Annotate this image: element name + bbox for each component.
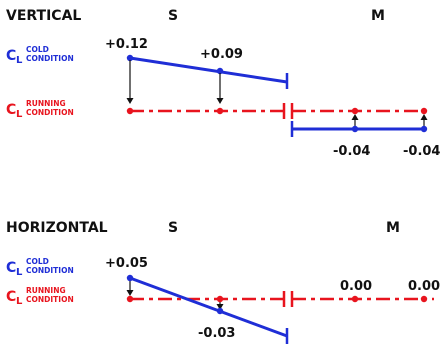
vertical-running-point [351, 107, 359, 115]
vertical-value-cold-1: +0.12 [105, 37, 148, 52]
vertical-cold-point [351, 125, 359, 133]
legend-run-bottom: CONDITION [26, 108, 74, 117]
vertical-running-point [420, 107, 428, 115]
arrow-head [126, 290, 134, 296]
legend-l-subscript: L [16, 296, 23, 307]
legend-cold-top: COLD [26, 45, 49, 54]
legend-l-subscript: L [16, 109, 23, 120]
legend-cold-bottom: CONDITION [26, 54, 74, 63]
legend-c-letter: C [6, 260, 16, 276]
legend-run-top: RUNNING [26, 99, 66, 108]
legend-run-bottom: CONDITION [26, 295, 74, 304]
horizontal-title: HORIZONTAL [6, 220, 108, 236]
vertical-value-cold-2: +0.09 [200, 47, 243, 62]
legend-cold-bottom: CONDITION [26, 266, 74, 275]
vertical-cold-point [126, 54, 134, 62]
legend-l-subscript: L [16, 267, 23, 278]
legend-c-letter: C [6, 289, 16, 305]
vertical-panel: VERTICAL S M C L COLD CONDITION C L RUNN… [6, 8, 440, 159]
horizontal-running-point [216, 295, 224, 303]
vertical-cold-point [420, 125, 428, 133]
horizontal-legend-cold: C L COLD CONDITION [6, 257, 74, 278]
vertical-cold-point [216, 67, 224, 75]
legend-l-subscript: L [16, 55, 23, 66]
horizontal-col-s: S [168, 220, 178, 236]
legend-cold-top: COLD [26, 257, 49, 266]
arrow-head [126, 98, 134, 104]
horizontal-panel: HORIZONTAL S M C L COLD CONDITION C L RU… [6, 220, 440, 344]
vertical-running-point [216, 107, 224, 115]
horizontal-value-cold-1: +0.05 [105, 256, 148, 271]
arrow-head [420, 114, 428, 120]
vertical-col-m: M [371, 8, 385, 24]
horizontal-running-point [351, 295, 359, 303]
horizontal-value-cold-2: -0.03 [198, 326, 235, 341]
horizontal-legend-running: C L RUNNING CONDITION [6, 286, 74, 307]
horizontal-running-point [126, 295, 134, 303]
vertical-cold-line [129, 56, 288, 84]
arrow-head [351, 114, 359, 120]
vertical-value-m-1: -0.04 [333, 144, 370, 159]
vertical-legend-cold: C L COLD CONDITION [6, 45, 74, 66]
horizontal-cold-line [129, 276, 288, 338]
horizontal-col-m: M [386, 220, 400, 236]
horizontal-cold-point [126, 274, 134, 282]
legend-c-letter: C [6, 48, 16, 64]
horizontal-value-m-2: 0.00 [408, 279, 440, 294]
vertical-title: VERTICAL [6, 8, 81, 24]
legend-c-letter: C [6, 102, 16, 118]
arrow-head [216, 98, 224, 104]
horizontal-value-m-1: 0.00 [340, 279, 372, 294]
arrow-head [216, 304, 224, 310]
horizontal-cold-point [216, 307, 224, 315]
vertical-col-s: S [168, 8, 178, 24]
horizontal-running-point [420, 295, 428, 303]
vertical-value-m-2: -0.04 [403, 144, 440, 159]
legend-run-top: RUNNING [26, 286, 66, 295]
vertical-running-point [126, 107, 134, 115]
vertical-legend-running: C L RUNNING CONDITION [6, 99, 74, 120]
